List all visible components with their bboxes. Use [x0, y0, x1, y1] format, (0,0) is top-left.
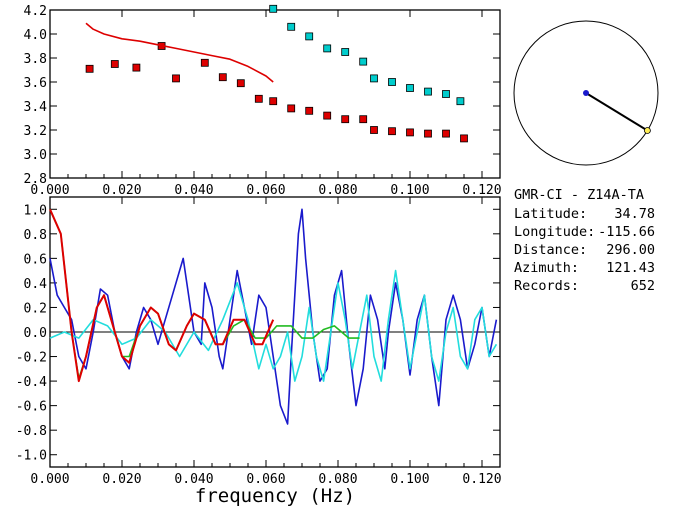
velocity-point: [359, 115, 368, 124]
velocity-y-tick-label: 4.2: [24, 4, 47, 19]
velocity-plot-frame: [49, 9, 501, 179]
coherence-x-tick-label: 0.060: [246, 472, 285, 487]
coherence-series-line: [49, 208, 275, 383]
velocity-x-tick-label: 0.100: [390, 183, 429, 198]
latitude-value: 34.78: [614, 206, 655, 222]
velocity-point: [218, 73, 227, 82]
velocity-point: [132, 63, 141, 72]
velocity-point: [110, 60, 119, 68]
station-info: GMR-CI - Z14A-TA Latitude: 34.78 Longitu…: [514, 187, 655, 294]
velocity-y-tick-label: 3.2: [24, 124, 47, 139]
coherence-y-tick-label: 0.0: [24, 326, 47, 341]
velocity-y-tick-label: 3.6: [24, 76, 47, 91]
velocity-point: [388, 127, 396, 136]
longitude-label: Longitude:: [514, 224, 595, 240]
azimuth-line: [585, 92, 648, 132]
coherence-plot-data: [49, 208, 498, 425]
velocity-point: [254, 94, 263, 103]
velocity-point: [359, 57, 368, 66]
velocity-x-tick-label: 0.120: [462, 183, 501, 198]
coherence-y-tick-label: 0.4: [24, 277, 48, 292]
coherence-y-tick-label: 0.8: [24, 228, 47, 243]
distance-label: Distance:: [514, 242, 587, 258]
velocity-point: [323, 44, 332, 53]
coherence-y-tick-label: 0.2: [24, 301, 47, 316]
velocity-y-tick-label: 4.0: [24, 28, 47, 43]
velocity-x-tick-label: 0.080: [318, 183, 357, 198]
velocity-point: [442, 90, 450, 98]
coherence-x-tick-label: 0.080: [318, 472, 357, 487]
velocity-point: [406, 128, 414, 137]
coherence-y-tick-label: -1.0: [16, 449, 47, 464]
velocity-plot-data: [85, 4, 468, 143]
velocity-point: [370, 126, 378, 134]
velocity-point: [236, 79, 245, 88]
coherence-plot: 0.000 0.020 0.040 0.060 0.080 0.100 0.120 1.0 0.…: [16, 196, 502, 507]
velocity-point: [269, 97, 278, 106]
velocity-point: [85, 64, 94, 73]
coherence-x-tick-label: 0.020: [102, 472, 141, 487]
velocity-y-tick-label: 3.8: [24, 52, 47, 67]
velocity-point: [456, 97, 465, 106]
coherence-x-tick-label: 0.040: [174, 472, 213, 487]
azimuth-label: Azimuth:: [514, 260, 579, 276]
coherence-y-tick-label: -0.8: [16, 424, 47, 439]
velocity-plot: 0.000 0.020 0.040 0.060 0.080 0.100 0.120 2.8 3.…: [24, 4, 502, 198]
coherence-y-tick-label: -0.6: [16, 400, 47, 415]
velocity-point: [460, 134, 468, 143]
azimuth-circle: [513, 20, 659, 166]
coherence-y-tick-label: -0.4: [16, 375, 47, 390]
coherence-x-tick-label: 0.120: [462, 472, 501, 487]
station-name: GMR-CI - Z14A-TA: [514, 187, 644, 203]
velocity-point: [200, 58, 209, 67]
velocity-point: [442, 129, 450, 138]
velocity-plot-ticks: 0.000 0.020 0.040 0.060 0.080 0.100 0.120 2.8 3.…: [24, 4, 502, 198]
records-value: 652: [631, 278, 655, 294]
coherence-y-tick-label: 0.6: [24, 252, 47, 267]
velocity-point: [323, 111, 332, 120]
velocity-y-tick-label: 3.0: [24, 148, 47, 163]
velocity-series-line: [85, 22, 274, 83]
velocity-point: [424, 129, 432, 138]
distance-value: 296.00: [606, 242, 655, 258]
coherence-plot-ticks: 0.000 0.020 0.040 0.060 0.080 0.100 0.120 1.0 0.…: [16, 197, 502, 487]
latitude-label: Latitude:: [514, 206, 587, 222]
coherence-y-tick-label: -0.2: [16, 351, 47, 366]
coherence-series-line: [49, 269, 498, 382]
velocity-x-tick-label: 0.040: [174, 183, 213, 198]
azimuth-value: 121.43: [606, 260, 655, 276]
velocity-point: [287, 22, 296, 31]
azimuth-diagram: [513, 20, 659, 166]
velocity-point: [388, 78, 396, 86]
velocity-x-tick-label: 0.000: [30, 183, 69, 198]
coherence-x-tick-label: 0.000: [30, 472, 69, 487]
velocity-x-tick-label: 0.060: [246, 183, 285, 198]
event-dot: [644, 127, 651, 134]
velocity-y-tick-label: 2.8: [24, 172, 47, 187]
velocity-y-tick-label: 3.4: [24, 100, 48, 115]
velocity-point: [305, 32, 314, 41]
velocity-point: [305, 106, 314, 115]
velocity-x-tick-label: 0.020: [102, 183, 141, 198]
velocity-point: [269, 4, 278, 13]
records-label: Records:: [514, 278, 579, 294]
coherence-series-line: [49, 208, 498, 425]
station-dot: [583, 90, 589, 96]
velocity-point: [287, 104, 296, 113]
velocity-point: [172, 74, 180, 83]
x-axis-title: frequency (Hz): [195, 485, 355, 507]
velocity-point: [370, 74, 378, 83]
coherence-x-tick-label: 0.100: [390, 472, 429, 487]
velocity-point: [341, 115, 350, 124]
longitude-value: -115.66: [598, 224, 655, 240]
coherence-y-tick-label: 1.0: [24, 203, 47, 218]
velocity-point: [406, 84, 414, 92]
velocity-point: [424, 87, 432, 96]
velocity-point: [341, 48, 350, 56]
